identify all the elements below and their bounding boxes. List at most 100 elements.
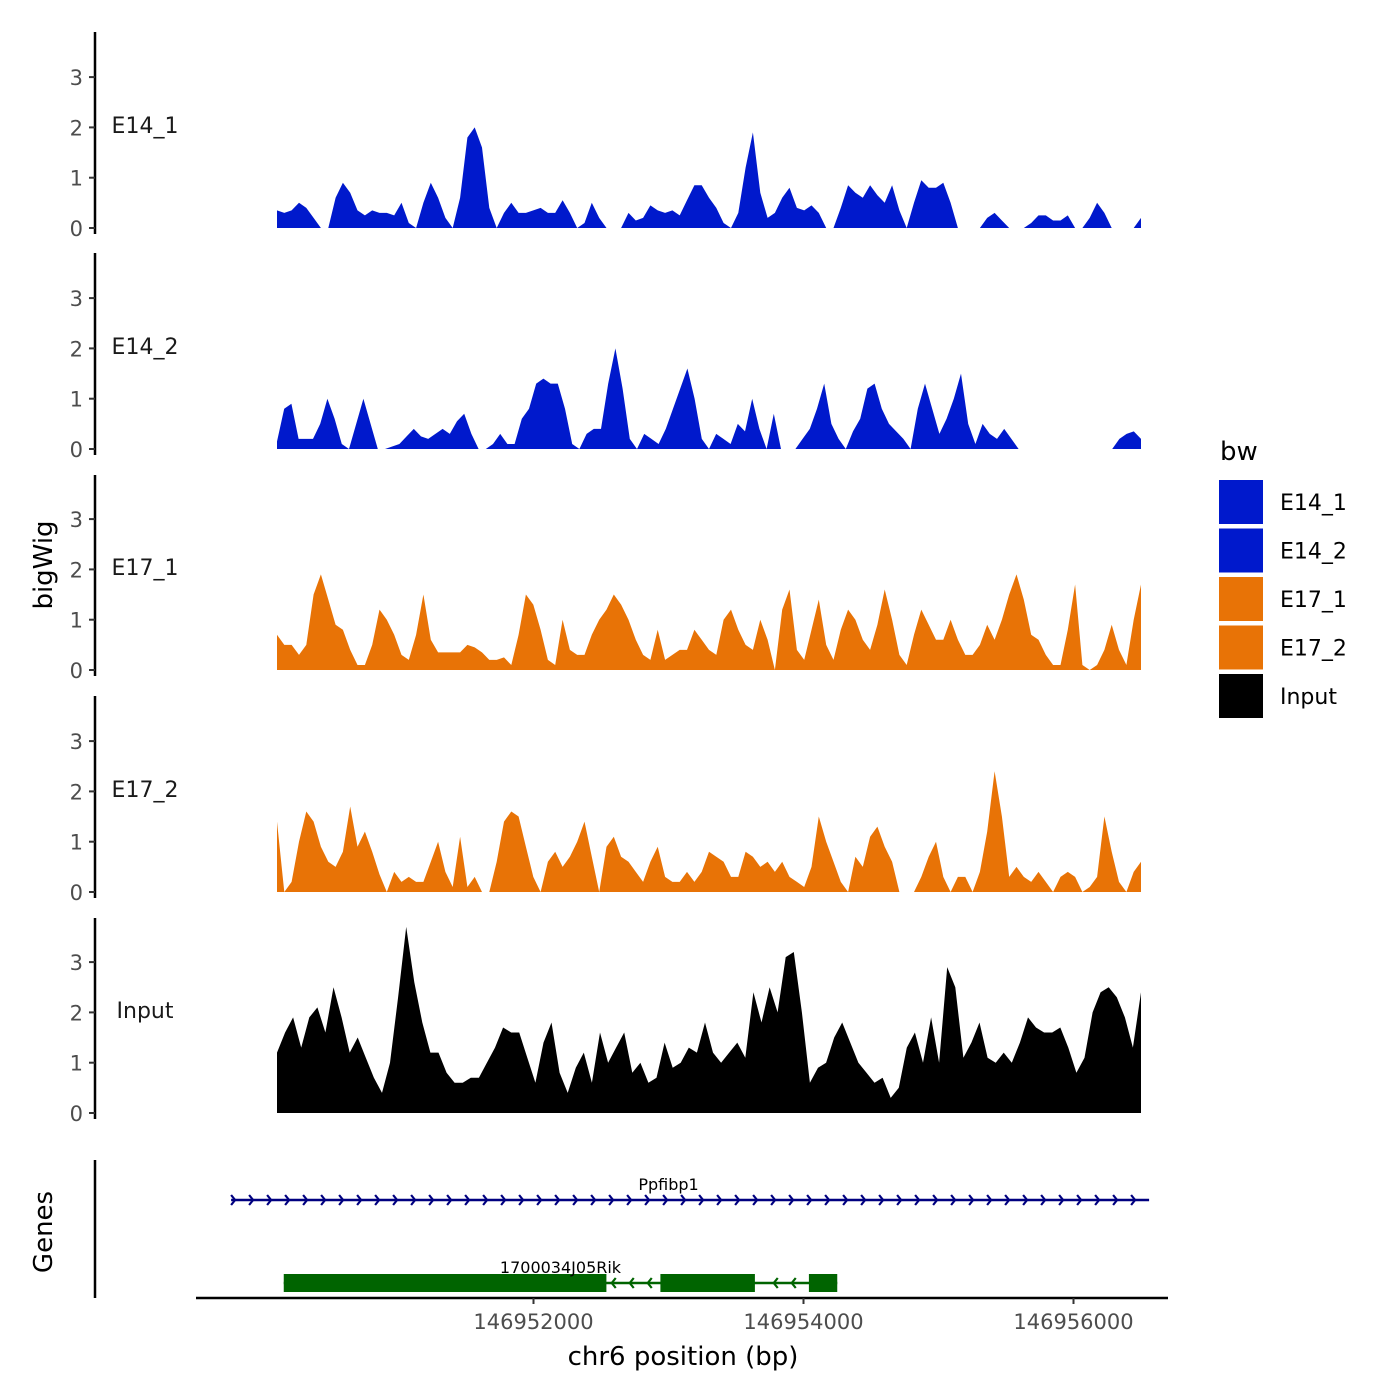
strand-arrow (248, 1194, 255, 1206)
legend-label: E17_1 (1280, 588, 1347, 613)
gene-track: Ppfibp1 1700034J05Rik (93, 1160, 1150, 1298)
strand-arrow (1004, 1194, 1011, 1206)
strand-arrow (986, 1194, 993, 1206)
strand-arrow (1040, 1194, 1047, 1206)
strand-arrow (572, 1194, 579, 1206)
y-tick-label: 2 (70, 780, 83, 804)
y-tick-label: 1 (70, 388, 83, 412)
strand-arrow (302, 1194, 309, 1206)
strand-arrow (806, 1194, 813, 1206)
strand-arrow (1112, 1194, 1119, 1206)
gene-1700034J05Rik: 1700034J05Rik (283, 1258, 838, 1292)
strand-arrow (644, 1194, 651, 1206)
x-tick-label: 146956000 (1013, 1310, 1133, 1334)
signal-area-E17_2 (277, 771, 1141, 892)
legend: E14_1 E14_2 E17_1 E17_2 Input (1219, 480, 1347, 718)
signal-area-E14_1 (277, 127, 1141, 228)
strand-arrow (482, 1194, 489, 1206)
strand-arrow (1022, 1194, 1029, 1206)
strand-arrow (914, 1194, 921, 1206)
panel-label: E14_2 (112, 335, 179, 360)
strand-arrow (932, 1194, 939, 1206)
panel-label: E17_2 (112, 778, 179, 803)
legend-swatch (1219, 480, 1263, 524)
y-tick-label: 0 (70, 881, 83, 905)
strand-arrow (698, 1194, 705, 1206)
strand-arrow (1058, 1194, 1065, 1206)
strand-arrow (896, 1194, 903, 1206)
legend-swatch (1219, 625, 1263, 670)
y-tick-label: 1 (70, 609, 83, 633)
y-tick-label: 2 (70, 558, 83, 582)
legend-item-E14_1: E14_1 (1219, 480, 1347, 524)
strand-arrow (374, 1194, 381, 1206)
strand-arrow (790, 1277, 797, 1289)
strand-arrow (1094, 1194, 1101, 1206)
strand-arrow (646, 1277, 653, 1289)
y-tick-label: 3 (70, 508, 83, 532)
signal-area-E17_1 (277, 574, 1141, 670)
y-tick-label: 0 (70, 438, 83, 462)
legend-swatch (1219, 528, 1263, 573)
legend-title: bw (1220, 437, 1258, 467)
legend-swatch (1219, 577, 1263, 621)
x-tick-label: 146952000 (473, 1310, 593, 1334)
strand-arrow (392, 1194, 399, 1206)
strand-arrow (968, 1194, 975, 1206)
strand-arrow (320, 1194, 327, 1206)
y-tick-label: 1 (70, 1052, 83, 1076)
strand-arrow (446, 1194, 453, 1206)
signal-area-Input (277, 926, 1141, 1113)
strand-arrow (518, 1194, 525, 1206)
y-tick-label: 3 (70, 730, 83, 754)
exon-block (808, 1274, 838, 1292)
y-tick-label: 3 (70, 66, 83, 90)
track-E14_1: 0 1 2 3 E14_1 (70, 32, 1141, 241)
legend-label: E14_2 (1280, 540, 1347, 565)
strand-arrow (1076, 1194, 1083, 1206)
y-tick-label: 1 (70, 167, 83, 191)
legend-label: E17_2 (1280, 637, 1347, 662)
track-E17_1: 0 1 2 3 E17_1 (70, 475, 1141, 683)
y-tick-label: 2 (70, 337, 83, 361)
x-axis-title: chr6 position (bp) (568, 1342, 799, 1372)
strand-arrow (626, 1194, 633, 1206)
panel-label: Input (117, 999, 174, 1024)
strand-arrow (662, 1194, 669, 1206)
y-tick-label: 2 (70, 1001, 83, 1025)
strand-arrow (824, 1194, 831, 1206)
gene-Ppfibp1: Ppfibp1 (230, 1175, 1150, 1206)
strand-arrow (734, 1194, 741, 1206)
panel-label: E14_1 (112, 114, 179, 139)
gene-name-label: 1700034J05Rik (500, 1258, 622, 1277)
strand-arrow (610, 1277, 617, 1289)
x-axis: 146952000 146954000 146956000 (196, 1296, 1168, 1334)
strand-arrow (500, 1194, 507, 1206)
strand-arrow (464, 1194, 471, 1206)
panel-label: E17_1 (112, 556, 179, 581)
strand-arrow (1130, 1194, 1137, 1206)
track-E17_2: 0 1 2 3 E17_2 (70, 696, 1141, 905)
exon-block (283, 1274, 607, 1292)
y-tick-label: 3 (70, 287, 83, 311)
strand-arrow (410, 1194, 417, 1206)
strand-arrow (554, 1194, 561, 1206)
track-Input: 0 1 2 3 Input (70, 918, 1141, 1126)
strand-arrow (338, 1194, 345, 1206)
strand-arrow (772, 1277, 779, 1289)
y-axis-title: bigWig (29, 520, 59, 609)
strand-arrow (860, 1194, 867, 1206)
strand-arrow (284, 1194, 291, 1206)
signal-area-E14_2 (277, 348, 1141, 449)
track-E14_2: 0 1 2 3 E14_2 (70, 253, 1141, 462)
y-tick-label: 2 (70, 116, 83, 140)
exon-block (660, 1274, 755, 1292)
strand-arrow (356, 1194, 363, 1206)
legend-label: Input (1280, 685, 1337, 710)
strand-arrow (878, 1194, 885, 1206)
strand-arrow (628, 1277, 635, 1289)
strand-arrow (680, 1194, 687, 1206)
gene-name-label: Ppfibp1 (638, 1175, 698, 1194)
legend-label: E14_1 (1280, 491, 1347, 516)
